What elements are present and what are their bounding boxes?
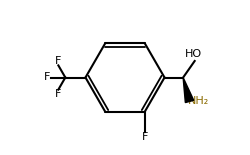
Text: HO: HO — [184, 49, 202, 59]
Text: NH₂: NH₂ — [188, 96, 210, 106]
Polygon shape — [183, 78, 194, 103]
Text: F: F — [54, 89, 61, 99]
Text: F: F — [142, 132, 148, 142]
Text: F: F — [44, 73, 51, 82]
Text: F: F — [54, 56, 61, 66]
